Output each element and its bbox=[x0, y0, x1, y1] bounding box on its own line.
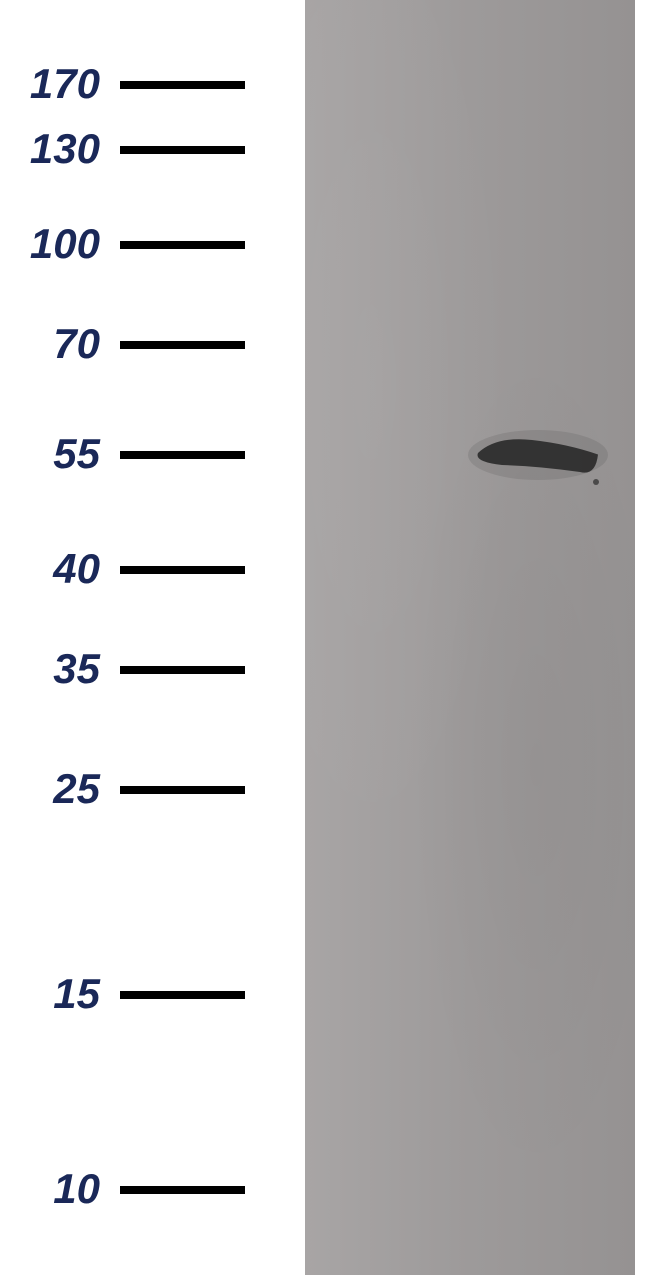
marker-tick bbox=[120, 1186, 245, 1194]
marker-label: 70 bbox=[53, 320, 100, 368]
marker-tick bbox=[120, 666, 245, 674]
marker-label: 100 bbox=[30, 220, 100, 268]
marker-label: 10 bbox=[53, 1165, 100, 1213]
marker-label: 170 bbox=[30, 60, 100, 108]
marker-tick bbox=[120, 146, 245, 154]
marker-label: 15 bbox=[53, 970, 100, 1018]
marker-label: 40 bbox=[53, 545, 100, 593]
marker-tick bbox=[120, 81, 245, 89]
marker-tick bbox=[120, 786, 245, 794]
marker-tick bbox=[120, 991, 245, 999]
marker-tick bbox=[120, 241, 245, 249]
marker-tick bbox=[120, 341, 245, 349]
marker-label: 130 bbox=[30, 125, 100, 173]
membrane-area bbox=[305, 0, 635, 1275]
marker-tick bbox=[120, 451, 245, 459]
marker-label: 35 bbox=[53, 645, 100, 693]
marker-tick bbox=[120, 566, 245, 574]
blot-figure: 170 130 100 70 55 40 35 25 15 10 bbox=[0, 0, 650, 1275]
marker-label: 25 bbox=[53, 765, 100, 813]
marker-label: 55 bbox=[53, 430, 100, 478]
